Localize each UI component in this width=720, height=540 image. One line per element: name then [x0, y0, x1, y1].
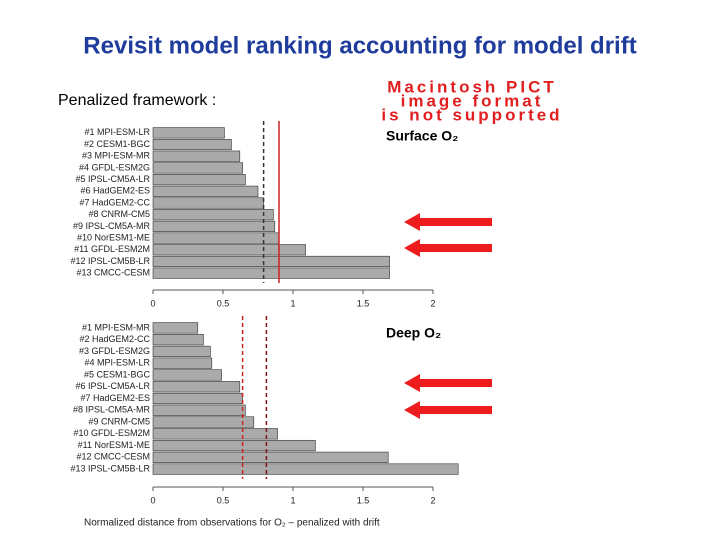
pict-notice: Macintosh PICT image format is not suppo… [381, 77, 562, 124]
chart-title: Surface O₂ [386, 128, 458, 144]
bar-label: #3 GFDL-ESM2G [79, 346, 150, 356]
bar [152, 127, 225, 139]
bar [152, 334, 204, 346]
bar [152, 439, 316, 452]
bar [152, 416, 255, 428]
bar-label: #6 HadGEM2-ES [80, 186, 150, 196]
bar [152, 357, 213, 369]
bar-label: #5 IPSL-CM5A-LR [75, 174, 150, 184]
arrows [404, 213, 492, 419]
bar [152, 451, 389, 463]
arrow [404, 213, 492, 231]
slide-title: Revisit model ranking accounting for mod… [83, 32, 636, 59]
bar-label: #11 NorESM1-ME [78, 440, 150, 450]
bar [152, 244, 306, 256]
x-tick-label: 2 [430, 495, 435, 505]
bar [152, 404, 246, 416]
bar-label: #12 CMCC-CESM [76, 452, 150, 462]
bar [152, 232, 280, 244]
bar [152, 267, 390, 279]
bar-label: #8 CNRM-CM5 [88, 209, 150, 219]
bar-label: #11 GFDL-ESM2M [74, 244, 150, 254]
bar-label: #9 CNRM-CM5 [88, 416, 150, 426]
pict-line: is not supported [381, 105, 562, 124]
x-tick-label: 0 [150, 298, 155, 308]
bar [152, 197, 264, 209]
bar [152, 255, 390, 268]
bar-label: #8 IPSL-CM5A-MR [73, 405, 151, 415]
bar-label: #7 HadGEM2-ES [80, 393, 150, 403]
bar-label: #1 MPI-ESM-MR [82, 322, 151, 332]
x-tick-label: 1.5 [357, 298, 370, 308]
bar-label: #7 HadGEM2-CC [79, 197, 150, 207]
bar-label: #5 CESM1-BGC [84, 369, 151, 379]
bar-label: #10 GFDL-ESM2M [73, 428, 150, 438]
x-tick-label: 0 [150, 495, 155, 505]
bar [152, 463, 459, 475]
bar-label: #2 HadGEM2-CC [79, 334, 150, 344]
bar-label: #10 NorESM1-ME [77, 232, 150, 242]
chart-title: Deep O₂ [386, 325, 441, 341]
bar-label: #4 MPI-ESM-LR [84, 358, 150, 368]
bar-label: #4 GFDL-ESM2G [79, 162, 150, 172]
bar [152, 345, 211, 358]
bar [152, 209, 274, 221]
framework-label: Penalized framework : [58, 92, 216, 109]
bar-label: #1 MPI-ESM-LR [84, 127, 150, 137]
pict-line: image format [401, 91, 544, 110]
bar [152, 392, 243, 405]
bar-label: #13 CMCC-CESM [76, 268, 150, 278]
bar-label: #6 IPSL-CM5A-LR [75, 381, 150, 391]
bar-label: #9 IPSL-CM5A-MR [73, 221, 151, 231]
pict-line: Macintosh PICT [387, 77, 557, 96]
bar [152, 369, 222, 381]
x-axis-label: Normalized distance from observations fo… [84, 518, 380, 529]
bar [152, 162, 243, 174]
arrow [404, 401, 492, 419]
bar-label: #3 MPI-ESM-MR [82, 151, 151, 161]
arrow [404, 239, 492, 257]
x-tick-label: 1 [290, 298, 295, 308]
bar [152, 185, 259, 197]
x-tick-label: 0.5 [217, 495, 230, 505]
bar [152, 381, 241, 393]
bar-label: #12 IPSL-CM5B-LR [70, 256, 150, 266]
bar [152, 322, 199, 334]
bar-label: #2 CESM1-BGC [84, 139, 151, 149]
x-tick-label: 1 [290, 495, 295, 505]
bar [152, 150, 241, 162]
bar-label: #13 IPSL-CM5B-LR [70, 463, 150, 473]
bar [152, 220, 276, 232]
bar [152, 138, 232, 151]
x-tick-label: 2 [430, 298, 435, 308]
bar [152, 174, 246, 186]
x-tick-label: 0.5 [217, 298, 230, 308]
x-tick-label: 1.5 [357, 495, 370, 505]
arrow [404, 374, 492, 392]
bar [152, 428, 278, 440]
